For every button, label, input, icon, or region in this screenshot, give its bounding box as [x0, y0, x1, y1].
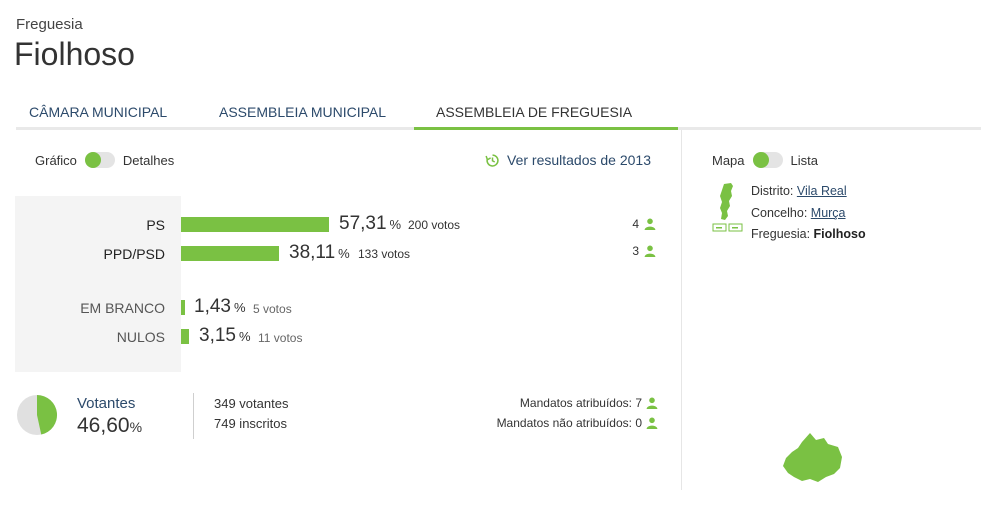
previous-results-link[interactable]: Ver resultados de 2013 [485, 152, 651, 168]
turnout-pie [17, 395, 58, 435]
tab-camara-municipal[interactable]: CÂMARA MUNICIPAL [29, 104, 168, 120]
blank-votes-percent: 1,43% [194, 296, 246, 317]
parish-map[interactable] [780, 430, 850, 484]
map-toggle-left-label: Mapa [712, 152, 745, 168]
page-title: Fiolhoso [14, 36, 135, 72]
party-votes: 200 votos [408, 218, 461, 232]
mandates-assigned: Mandatos atribuídos: 7 [460, 396, 658, 410]
map-toggle: Mapa Lista [712, 152, 818, 168]
person-icon [644, 245, 656, 257]
map-switch-knob [752, 152, 769, 168]
column-divider [681, 130, 682, 490]
map-switch[interactable] [752, 152, 783, 168]
view-toggle-right-label: Detalhes [122, 152, 175, 168]
view-toggle-left-label: Gráfico [35, 152, 77, 168]
person-icon [646, 397, 658, 409]
party-seats: 3 [600, 244, 656, 258]
null-votes-bar [181, 329, 189, 344]
view-switch-knob [84, 152, 101, 168]
tab-assembleia-municipal[interactable]: ASSEMBLEIA MUNICIPAL [219, 104, 387, 120]
party-votes: 133 votos [358, 247, 411, 261]
party-bar [181, 217, 329, 232]
turnout-pie-slice [37, 395, 58, 435]
history-icon [485, 153, 499, 167]
party-name: PS [146, 217, 165, 233]
person-icon [644, 218, 656, 230]
parish-name: Fiolhoso [813, 227, 866, 241]
page-kicker: Freguesia [16, 16, 83, 33]
blank-votes-count: 5 votos [253, 302, 292, 316]
party-percent: 57,31% [339, 213, 402, 234]
blank-votes-bar [181, 300, 185, 315]
tab-assembleia-freguesia[interactable]: ASSEMBLEIA DE FREGUESIA [436, 104, 633, 120]
view-toggle: Gráfico Detalhes [35, 152, 174, 168]
map-toggle-right-label: Lista [790, 152, 818, 168]
municipality-link[interactable]: Murça [810, 206, 846, 220]
voters-count: 349 votantes [214, 396, 289, 411]
party-name: PPD/PSD [103, 246, 165, 262]
portugal-map-icon [712, 183, 743, 232]
blank-votes-label: EM BRANCO [80, 300, 165, 316]
party-percent: 38,11% [289, 242, 350, 263]
registered-count: 749 inscritos [214, 416, 287, 431]
view-switch[interactable] [84, 152, 115, 168]
turnout-percent: 46,60% [77, 414, 143, 437]
district-row: Distrito: Vila Real [751, 184, 847, 198]
party-bar [181, 246, 279, 261]
turnout-divider [193, 393, 194, 439]
person-icon [646, 417, 658, 429]
mandates-unassigned: Mandatos não atribuídos: 0 [460, 416, 658, 430]
turnout-label: Votantes [77, 395, 136, 412]
parish-row: Freguesia: Fiolhoso [751, 227, 866, 241]
null-votes-count: 11 votos [258, 331, 303, 345]
active-tab-indicator [414, 127, 678, 130]
district-link[interactable]: Vila Real [796, 184, 847, 198]
tab-bar: CÂMARA MUNICIPAL ASSEMBLEIA MUNICIPAL AS… [16, 96, 981, 130]
null-votes-label: NULOS [116, 329, 165, 345]
party-seats: 4 [600, 217, 656, 231]
null-votes-percent: 3,15% [199, 325, 251, 346]
previous-results-label: Ver resultados de 2013 [507, 152, 651, 168]
labels-panel [15, 196, 181, 372]
municipality-row: Concelho: Murça [751, 206, 846, 220]
